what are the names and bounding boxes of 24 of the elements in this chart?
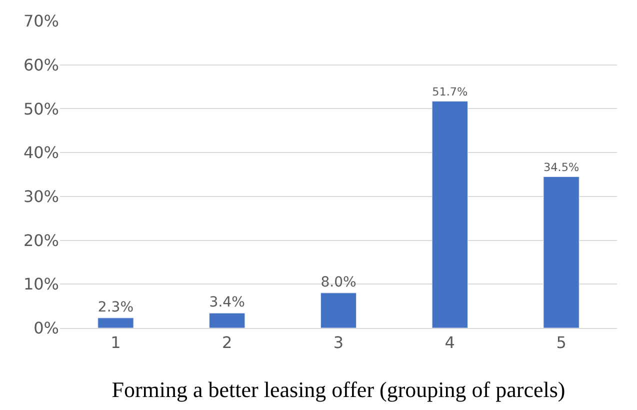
x-tick-label: 4 (444, 333, 455, 352)
y-tick-label: 40% (23, 143, 59, 162)
x-tick-label: 2 (222, 333, 232, 352)
bar (98, 318, 134, 328)
y-tick-label: 0% (34, 318, 59, 338)
bar (543, 176, 580, 328)
bar (432, 101, 468, 328)
y-tick-label: 50% (23, 99, 59, 118)
y-tick-label: 30% (23, 187, 59, 206)
data-label: 51.7% (432, 85, 468, 98)
y-tick-label: 20% (23, 230, 59, 250)
y-tick-label: 10% (23, 274, 59, 294)
y-tick-label: 60% (23, 55, 59, 74)
bar (320, 292, 357, 328)
data-label: 3.4% (209, 294, 245, 311)
x-tick-label: 5 (556, 333, 566, 352)
x-tick-label: 3 (333, 333, 344, 352)
data-label: 8.0% (320, 274, 356, 290)
bar (209, 312, 246, 328)
x-tick-label: 1 (110, 333, 121, 352)
data-label: 34.5% (544, 160, 580, 174)
data-label: 2.3% (98, 299, 134, 316)
y-tick-label: 70% (23, 12, 59, 31)
x-axis-title: Forming a better leasing offer (grouping of parcels) (112, 377, 566, 402)
